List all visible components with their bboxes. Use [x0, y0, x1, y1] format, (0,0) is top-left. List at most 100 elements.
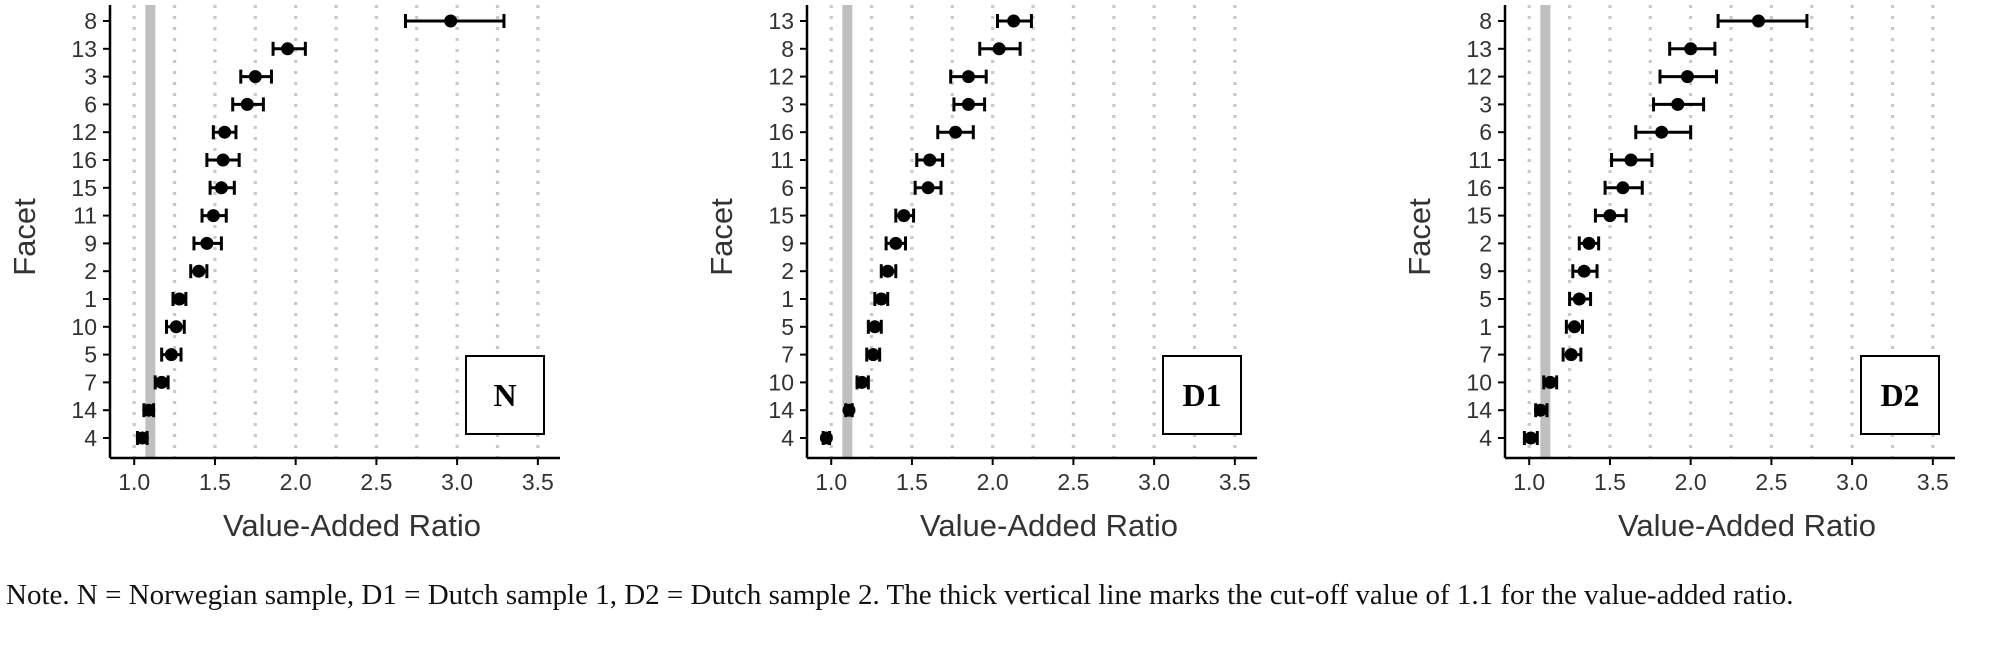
data-point [1524, 431, 1538, 445]
y-tick-label: 13 [768, 8, 794, 34]
data-point [1671, 97, 1685, 111]
x-tick-label: 2.5 [1057, 469, 1089, 495]
data-point [240, 97, 254, 111]
x-tick-label: 3.0 [1836, 469, 1868, 495]
y-tick-label: 16 [768, 119, 794, 145]
data-point [1655, 125, 1669, 139]
x-tick-label: 2.5 [360, 469, 392, 495]
y-tick-label: 7 [1479, 342, 1492, 368]
data-point [866, 348, 880, 362]
data-point [218, 125, 232, 139]
data-point [281, 42, 295, 56]
data-point [897, 209, 911, 223]
data-point [164, 348, 178, 362]
y-tick-label: 14 [1466, 397, 1492, 423]
y-tick-label: 4 [84, 425, 97, 451]
y-tick-label: 3 [84, 64, 97, 90]
panel-label-box [1162, 355, 1242, 435]
x-axis-title: Value-Added Ratio [1618, 508, 1876, 543]
y-tick-label: 10 [1466, 369, 1492, 395]
data-point [135, 431, 149, 445]
y-tick-label: 3 [1479, 91, 1492, 117]
data-point [1680, 70, 1694, 84]
y-tick-label: 12 [1466, 64, 1492, 90]
y-tick-label: 1 [84, 286, 97, 312]
data-point [923, 153, 937, 167]
data-point [881, 264, 895, 278]
panel-label-box [1860, 355, 1940, 435]
x-tick-label: 3.0 [1138, 469, 1170, 495]
data-point [1577, 264, 1591, 278]
y-tick-label: 7 [781, 342, 794, 368]
data-point [444, 14, 458, 28]
y-tick-label: 9 [781, 230, 794, 256]
panel-label-box [465, 355, 545, 435]
data-point [200, 236, 214, 250]
y-tick-label: 13 [1466, 36, 1492, 62]
y-tick-label: 7 [84, 369, 97, 395]
x-tick-label: 1.0 [815, 469, 847, 495]
y-tick-label: 11 [1468, 147, 1492, 173]
x-tick-label: 3.5 [1219, 469, 1251, 495]
y-tick-label: 2 [84, 258, 97, 284]
data-point [1582, 236, 1596, 250]
data-point [855, 375, 869, 389]
data-point [1007, 14, 1021, 28]
data-point [1751, 14, 1765, 28]
x-tick-label: 2.0 [977, 469, 1009, 495]
data-point [1572, 292, 1586, 306]
y-tick-label: 5 [1479, 286, 1492, 312]
data-point [216, 153, 230, 167]
y-tick-label: 14 [768, 397, 794, 423]
data-point [172, 292, 186, 306]
data-point [1543, 375, 1557, 389]
data-point [214, 181, 228, 195]
x-tick-label: 1.5 [896, 469, 928, 495]
data-point [1616, 181, 1630, 195]
data-point [248, 70, 262, 84]
y-tick-label: 5 [781, 314, 794, 340]
data-point [961, 70, 975, 84]
value-added-ratio-figure: 1.0 1.5 2.0 2.5 3.0 3.58133612161511921105714… [7, 5, 1955, 543]
y-tick-label: 6 [1479, 119, 1492, 145]
data-point [1567, 320, 1581, 334]
x-tick-label: 3.5 [1917, 469, 1949, 495]
y-tick-label: 16 [71, 147, 97, 173]
y-tick-label: 2 [781, 258, 794, 284]
y-tick-label: 15 [71, 175, 97, 201]
y-tick-label: 12 [768, 64, 794, 90]
y-tick-label: 9 [1479, 258, 1492, 284]
chart-panel-d1: 1.0 1.5 2.0 2.5 3.0 3.51381231611615921571014… [704, 5, 1257, 543]
y-axis-title: Facet [704, 198, 739, 276]
y-tick-label: 6 [84, 91, 97, 117]
y-tick-label: 11 [770, 147, 794, 173]
data-point [1603, 209, 1617, 223]
y-tick-label: 5 [84, 342, 97, 368]
y-tick-label: 16 [1466, 175, 1492, 201]
x-axis-title: Value-Added Ratio [223, 508, 481, 543]
data-point [961, 97, 975, 111]
y-tick-label: 10 [71, 314, 97, 340]
y-tick-label: 14 [71, 397, 97, 423]
y-tick-label: 3 [781, 91, 794, 117]
y-tick-label: 15 [1466, 203, 1492, 229]
chart-panel-d2: 1.0 1.5 2.0 2.5 3.0 3.5 8131236111615295171014… [1402, 5, 1955, 543]
data-point [169, 320, 183, 334]
x-tick-label: 2.5 [1755, 469, 1787, 495]
data-point [206, 209, 220, 223]
data-point [192, 264, 206, 278]
y-tick-label: 9 [84, 230, 97, 256]
x-tick-label: 3.5 [522, 469, 554, 495]
y-tick-label: 1 [1479, 314, 1492, 340]
data-point [842, 403, 856, 417]
data-point [889, 236, 903, 250]
y-axis-title: Facet [1402, 198, 1437, 276]
panel-label: N [493, 377, 516, 413]
y-tick-label: 4 [1479, 425, 1492, 451]
y-axis-title: Facet [7, 198, 42, 276]
x-tick-label: 1.5 [199, 469, 231, 495]
x-tick-label: 2.0 [280, 469, 312, 495]
figure-note: Note. N = Norwegian sample, D1 = Dutch s… [6, 579, 1794, 611]
x-tick-label: 1.0 [1513, 469, 1545, 495]
y-tick-label: 8 [781, 36, 794, 62]
